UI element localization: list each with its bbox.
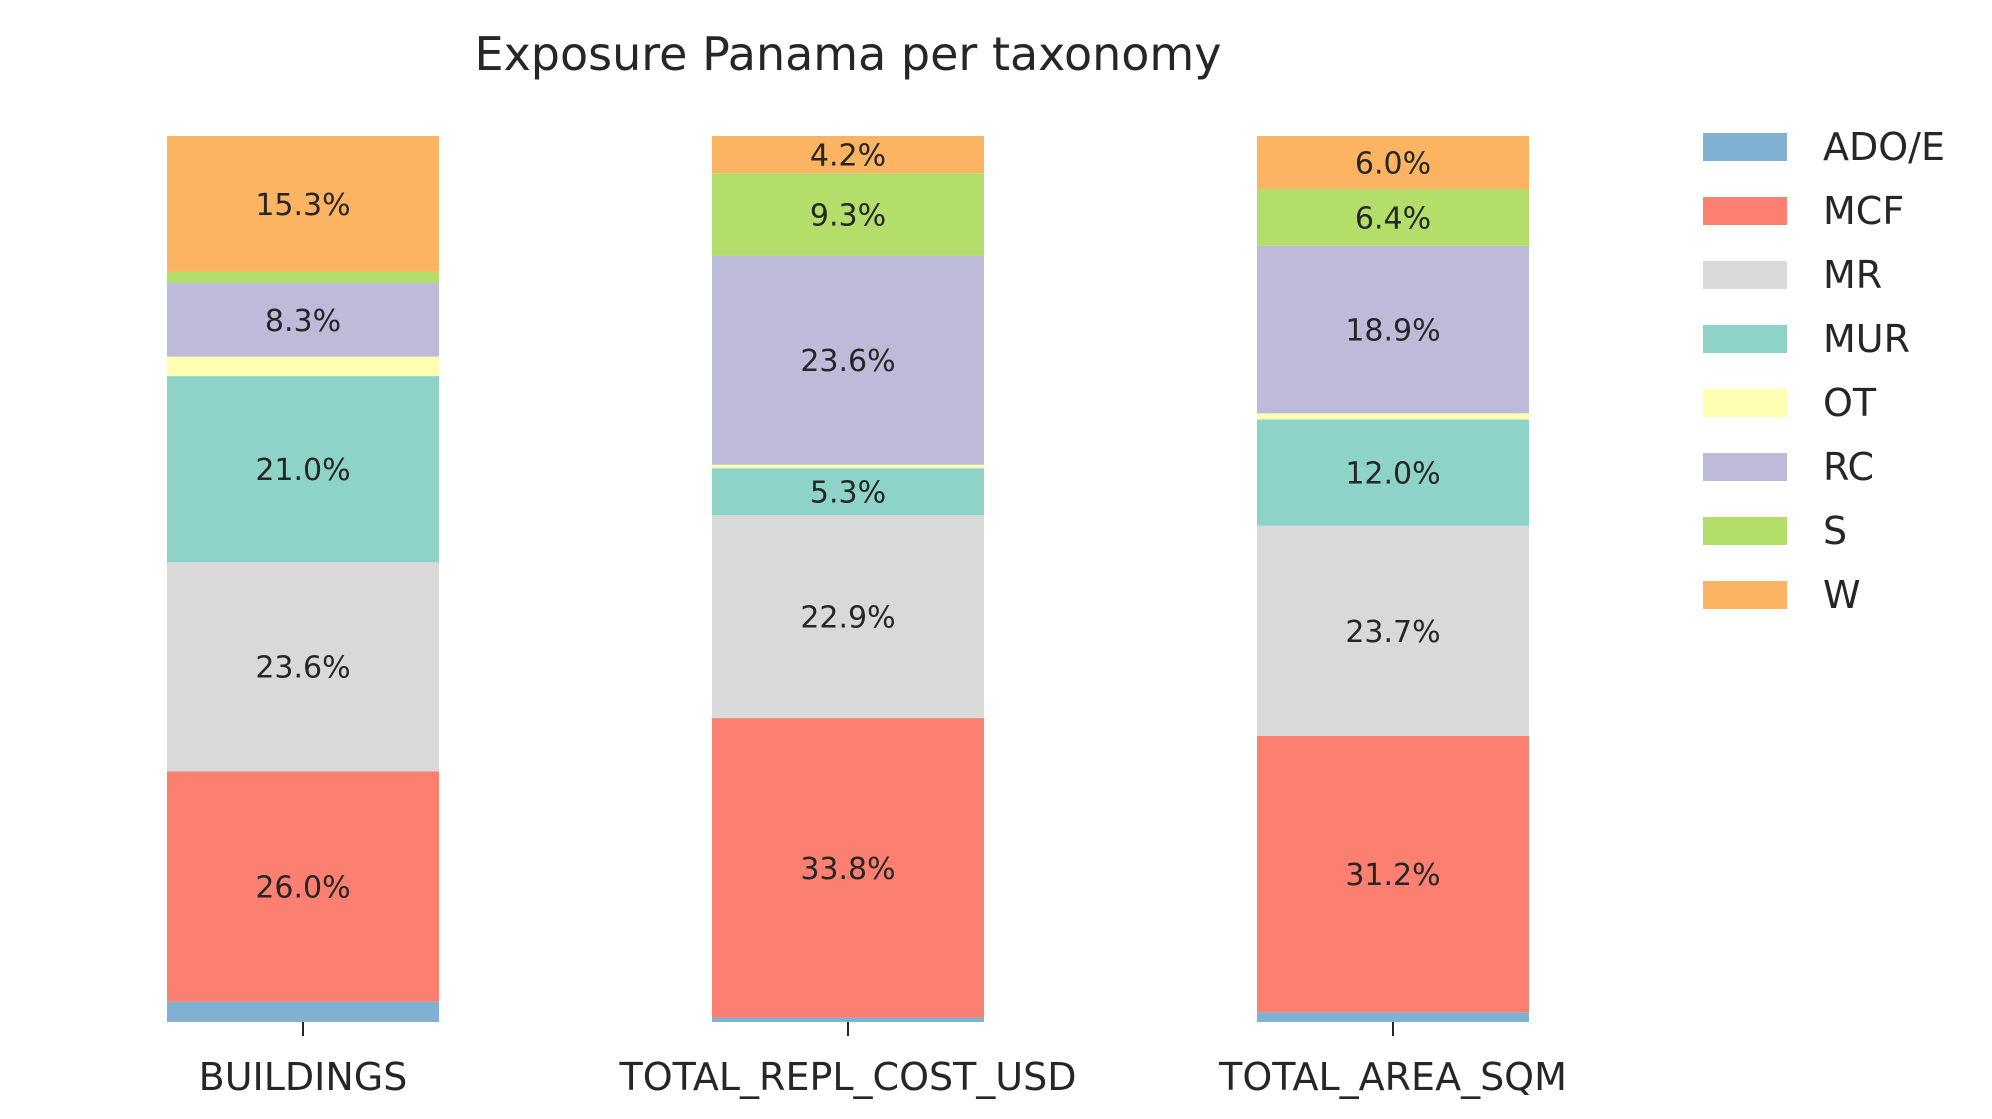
legend-swatch-mur [1703,325,1787,353]
data-label-total-area-sqm-rc: 18.9% [1345,314,1440,349]
data-label-total-area-sqm-mr: 23.7% [1345,615,1440,650]
data-label-total-repl-cost-usd-mcf: 33.8% [800,852,895,887]
x-axis: BUILDINGS TOTAL_REPL_COST_USD TOTAL_AREA_S… [199,1022,1567,1099]
bar-buildings-mur [167,376,439,563]
bar-total-repl-cost-usd-mur [712,468,984,516]
legend-label-ot: OT [1823,381,1877,425]
bar-buildings-ot [167,356,439,377]
legend-label-mcf: MCF [1823,189,1904,233]
legend-swatch-mcf [1703,197,1787,225]
bar-total-area-sqm-w [1257,136,1529,190]
data-label-total-area-sqm-w: 6.0% [1355,147,1431,182]
data-label-buildings-w: 15.3% [255,188,350,223]
data-label-buildings-mr: 23.6% [255,651,350,686]
bar-total-repl-cost-usd-ado-e [712,1017,984,1022]
bars-group: 26.0% 23.6% 21.0% 8.3% 15.3% 33.8% 22.9% 5.3% 23… [167,136,1529,1022]
bar-total-area-sqm-mcf [1257,735,1529,1013]
data-label-buildings-mur: 21.0% [255,453,350,488]
legend-label-mur: MUR [1823,317,1910,361]
bar-total-repl-cost-usd-s [712,173,984,256]
bar-buildings-mcf [167,771,439,1002]
bar-total-repl-cost-usd-mcf [712,718,984,1018]
x-tick-label-total-repl-cost-usd: TOTAL_REPL_COST_USD [618,1055,1076,1099]
bar-total-area-sqm-s [1257,189,1529,246]
bar-total-area-sqm-ot [1257,413,1529,420]
legend-swatch-mr [1703,261,1787,289]
bar-buildings-ado-e [167,1001,439,1022]
x-tick-label-buildings: BUILDINGS [199,1055,408,1099]
data-label-total-area-sqm-mur: 12.0% [1345,457,1440,492]
bar-total-repl-cost-usd-w [712,136,984,174]
legend-swatch-s [1703,517,1787,545]
data-label-total-repl-cost-usd-w: 4.2% [810,139,886,174]
data-label-buildings-mcf: 26.0% [255,870,350,905]
legend: ADO/E MCF MR MUR OT RC SW [1703,125,1945,617]
legend-label-rc: RC [1823,445,1874,489]
legend-swatch-ot [1703,389,1787,417]
bar-total-area-sqm-ado-e [1257,1012,1529,1022]
legend-label-ado-e: ADO/E [1823,125,1945,169]
bar-total-repl-cost-usd-ot [712,464,984,469]
bar-total-repl-cost-usd-rc [712,255,984,465]
legend-swatch-rc [1703,453,1787,481]
legend-label-s: S [1823,509,1847,553]
bar-buildings-s [167,271,439,284]
legend-label-w: W [1823,573,1861,617]
data-label-buildings-rc: 8.3% [265,304,341,339]
data-label-total-area-sqm-mcf: 31.2% [1345,858,1440,893]
legend-swatch-w [1703,581,1787,609]
data-label-total-repl-cost-usd-mur: 5.3% [810,476,886,511]
bar-buildings-rc [167,283,439,357]
bar-buildings-w [167,136,439,272]
data-label-total-area-sqm-s: 6.4% [1355,202,1431,237]
data-label-total-repl-cost-usd-s: 9.3% [810,198,886,233]
bar-total-area-sqm-mur [1257,419,1529,526]
bar-total-area-sqm-mr [1257,525,1529,736]
data-label-total-repl-cost-usd-mr: 22.9% [800,601,895,636]
bar-total-area-sqm-rc [1257,245,1529,414]
legend-label-mr: MR [1823,253,1882,297]
chart-title: Exposure Panama per taxonomy [475,27,1222,81]
x-tick-label-total-area-sqm: TOTAL_AREA_SQM [1218,1055,1567,1099]
legend-swatch-ado-e [1703,133,1787,161]
bar-total-repl-cost-usd-mr [712,515,984,719]
data-label-total-repl-cost-usd-rc: 23.6% [800,344,895,379]
bar-buildings-mr [167,562,439,772]
